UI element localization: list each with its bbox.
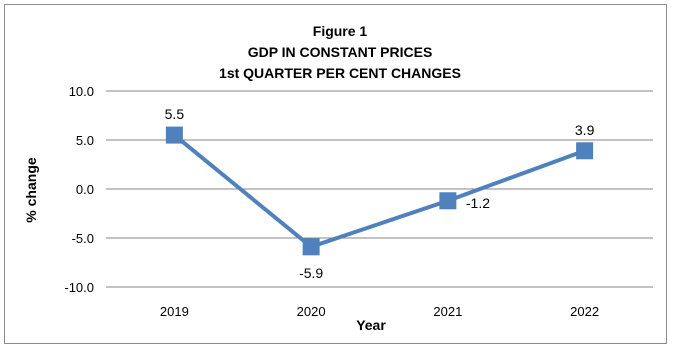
y-tick-label: 0.0 — [76, 182, 94, 197]
data-label: 5.5 — [165, 106, 185, 122]
series-gdp — [165, 126, 594, 256]
y-tick-label: -5.0 — [72, 231, 94, 246]
y-tick-label: 10.0 — [69, 84, 94, 99]
gridlines — [106, 90, 653, 288]
tick-labels: 10.0 5.0 0.0 -5.0 -10.0 2019 2020 2021 2022 — [64, 84, 599, 319]
x-tick-label: 2020 — [297, 304, 326, 319]
chart-title-line-2: GDP IN CONSTANT PRICES — [248, 44, 433, 60]
chart-title-line-1: Figure 1 — [313, 23, 368, 39]
x-tick-label: 2019 — [160, 304, 189, 319]
data-labels: 5.5 -5.9 -1.2 3.9 — [165, 106, 595, 281]
data-point — [576, 142, 594, 160]
data-label: 3.9 — [575, 122, 595, 138]
data-label: -1.2 — [466, 195, 490, 211]
y-axis-title: % change — [23, 157, 39, 223]
series-line — [173, 133, 586, 249]
y-tick-label: 5.0 — [76, 133, 94, 148]
x-tick-label: 2022 — [570, 304, 599, 319]
data-point — [165, 126, 183, 144]
data-point — [439, 192, 457, 210]
data-label: -5.9 — [299, 265, 323, 281]
chart-title-line-3: 1st QUARTER PER CENT CHANGES — [219, 65, 461, 81]
x-axis-title: Year — [356, 317, 386, 333]
data-point — [302, 238, 320, 256]
y-tick-label: -10.0 — [64, 280, 94, 295]
x-tick-label: 2021 — [433, 304, 462, 319]
